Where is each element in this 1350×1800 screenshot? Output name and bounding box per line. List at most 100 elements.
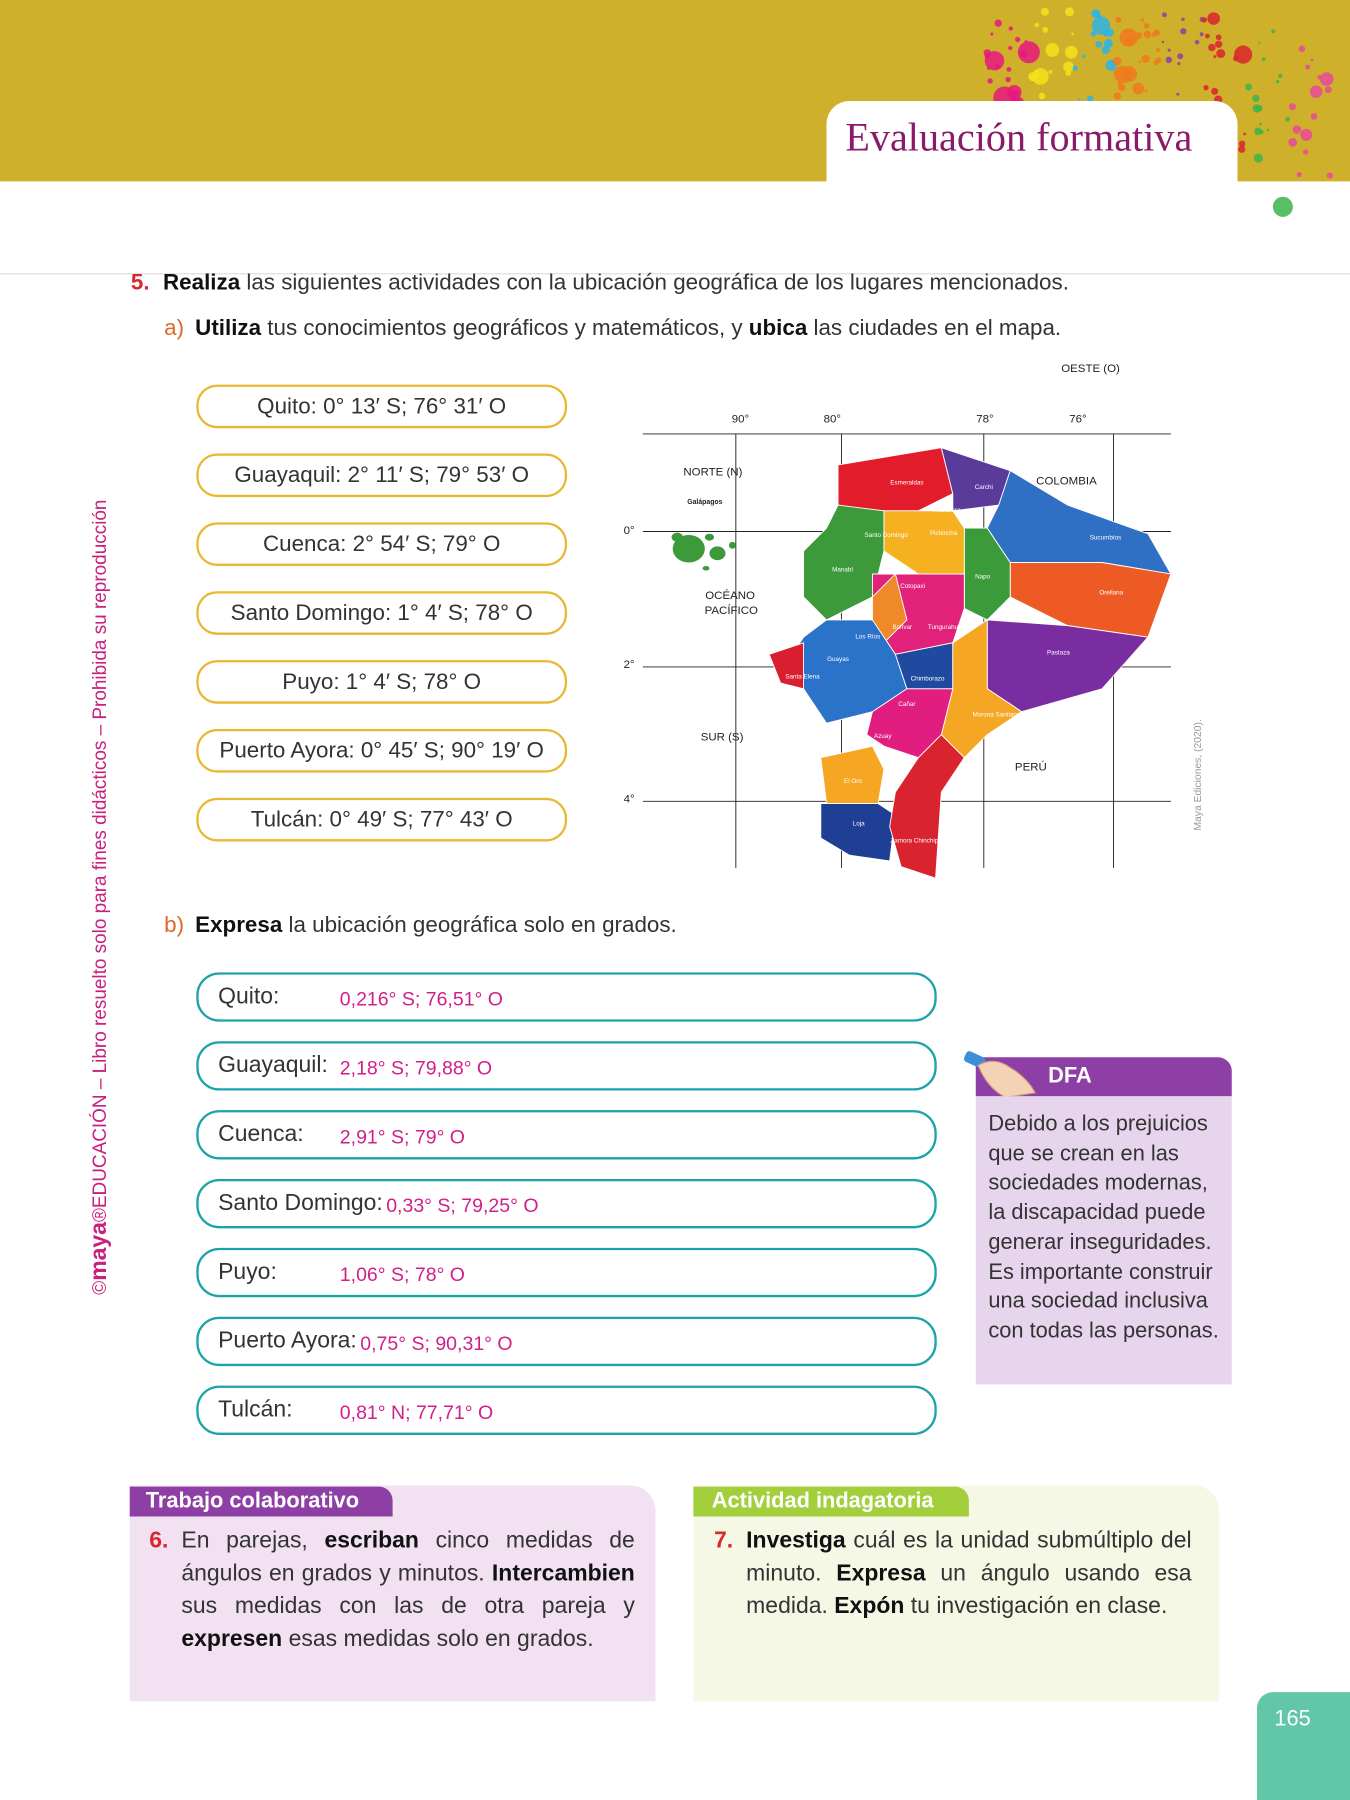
dfa-body [975,1096,1232,1385]
answer-row: Puyo: 1,06° S; 78° O [196,1247,937,1298]
paint-dot [1259,129,1264,135]
paint-dot [1238,145,1246,153]
paint-dot [1063,61,1074,73]
paint-dot [1288,138,1298,147]
map-label: 76° [1069,413,1086,425]
province [986,619,1149,713]
paint-dot [1266,128,1270,132]
paint-dot [1256,105,1263,112]
paint-dot [994,63,1001,70]
paint-dot [1115,16,1122,23]
exercise-statement: Investiga cuál es la unidad submúltiplo … [746,1524,1191,1622]
paint-dot [1040,7,1049,16]
paint-dot [1064,45,1078,59]
paint-dot [1103,38,1113,48]
paint-dot [1165,56,1173,64]
city-name: Tulcán: [218,1397,293,1423]
paint-dot [983,49,991,57]
page-number-tab [1257,1692,1350,1800]
province [889,734,965,879]
province [940,447,1011,512]
exercise-number: 5. [130,269,150,296]
bold-text: Expón [834,1593,905,1619]
paint-dot [1261,57,1266,62]
province-label: Morona Santiago [972,711,1020,718]
exercise-number: 6. [149,1527,169,1554]
dfa-title: DFA [1048,1064,1092,1089]
map-label: COLOMBIA [1036,475,1097,487]
province-label: Santa Elena [785,673,820,680]
paint-dot [1243,132,1247,136]
map-label: 78° [976,413,993,425]
paint-dot [1252,94,1260,102]
province [803,504,885,621]
paint-dot [1143,30,1152,39]
paint-dot [1155,57,1162,64]
province-label: Tungurahua [928,624,962,631]
paint-dot [1005,76,1011,83]
text: tus conocimientos geográficos y matemáti… [261,315,749,341]
province-label: Orellana [1099,590,1123,597]
province-label: Guayas [827,656,849,663]
paint-dot [1008,45,1013,51]
paint-dot [1124,29,1130,35]
hand-icon [963,1051,1037,1099]
bold-text: Expresa [836,1560,926,1586]
copyright-text: ®EDUCACIÓN – Libro resuelto solo para fi… [90,499,111,1223]
paint-dot [1213,55,1217,59]
paint-dot [1177,61,1181,66]
paint-dot [1275,79,1280,84]
text: la ubicación geográfica solo en grados. [282,912,677,938]
text: cinco medidas de ángulos en grados y min… [181,1527,635,1586]
city-name: Santo Domingo: [218,1190,383,1216]
paint-dot [1288,103,1296,111]
paint-dot [1033,70,1041,78]
paint-dot [1215,34,1222,41]
paint-dot [1203,84,1209,91]
bold-text: Expresa [195,912,283,938]
paint-dot [1086,95,1094,102]
text: cuál es la unidad submúltiplo del minuto… [746,1527,1192,1586]
bold-text: ubica [748,315,808,341]
paint-dot [1077,98,1081,101]
part-statement: Utiliza tus conocimientos geográficos y … [195,316,1061,342]
paint-dot [1090,30,1097,37]
province-label: Manabí [832,567,853,574]
text: sus medidas con las de otra pareja y [181,1593,635,1619]
paint-dot [1034,22,1040,28]
paint-dot [1310,113,1318,120]
paint-dot [1326,172,1333,179]
paint-dot [1271,29,1276,34]
paint-dot [1310,58,1314,62]
paint-dot [1278,73,1283,78]
paint-dot [1125,36,1134,45]
paint-dot [1038,92,1046,100]
paint-dot [1045,43,1060,57]
paint-dot [1114,65,1132,84]
city-pill: Guayaquil: 2° 11′ S; 79° 53′ O [196,453,568,498]
map-label: SUR (S) [701,731,744,743]
paint-dot [1259,122,1262,126]
paint-dot [1208,43,1216,52]
paint-dot [1214,40,1223,48]
city-pill: Quito: 0° 13′ S; 76° 31′ O [196,384,568,429]
map-label: OCÉANO [705,589,755,602]
paint-dot [1134,32,1143,40]
paint-dot [1194,39,1200,45]
paint-dot [1180,28,1187,35]
paint-dot [1015,36,1021,43]
icon-part [977,1060,1037,1099]
paint-dot [1233,55,1239,62]
paint-dot [1211,87,1219,95]
paint-dot [1156,48,1161,52]
exercise-number: 7. [714,1527,734,1554]
paint-dot [1300,128,1313,141]
paint-dot [1144,89,1148,93]
inquiry-box [693,1485,1220,1702]
paint-dot [1204,33,1210,39]
map-label: 80° [824,413,841,425]
map-label: Galápagos [687,499,722,506]
province-label: Cañar [898,701,915,708]
province-label: Chimborazo [911,676,945,683]
text: las siguientes actividades con la ubicac… [240,269,1069,296]
